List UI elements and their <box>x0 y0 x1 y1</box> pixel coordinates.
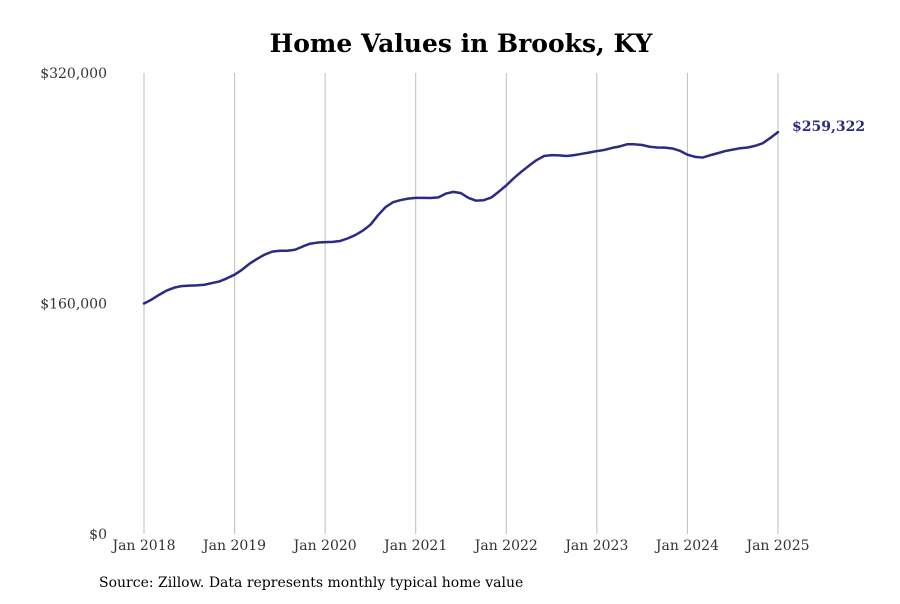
chart-title: Home Values in Brooks, KY <box>270 29 654 58</box>
x-tick-label-jan-2024: Jan 2024 <box>654 538 719 554</box>
x-tick-label-jan-2020: Jan 2020 <box>292 538 357 554</box>
y-tick-label-320-000: $320,000 <box>40 66 107 82</box>
x-axis-tick-labels: Jan 2018 Jan 2019 Jan 2020 Jan 2021 Jan 2022… <box>110 538 809 554</box>
y-axis-tick-labels: $0 $160,000 $320,000 <box>40 66 107 543</box>
y-tick-label-160-000: $160,000 <box>40 297 107 313</box>
series-line-home-value <box>142 130 780 305</box>
source-note: Source: Zillow. Data represents monthly … <box>99 575 523 591</box>
end-value-label: $259,322 <box>792 119 865 135</box>
x-tick-label-jan-2021: Jan 2021 <box>382 538 447 554</box>
x-tick-label-jan-2023: Jan 2023 <box>563 538 628 554</box>
x-tick-label-jan-2022: Jan 2022 <box>473 538 538 554</box>
x-tick-label-jan-2018: Jan 2018 <box>110 538 175 554</box>
x-tick-label-jan-2019: Jan 2019 <box>201 538 266 554</box>
gridlines <box>143 73 779 534</box>
x-tick-label-jan-2025: Jan 2025 <box>744 538 809 554</box>
y-tick-label-0: $0 <box>89 527 107 543</box>
